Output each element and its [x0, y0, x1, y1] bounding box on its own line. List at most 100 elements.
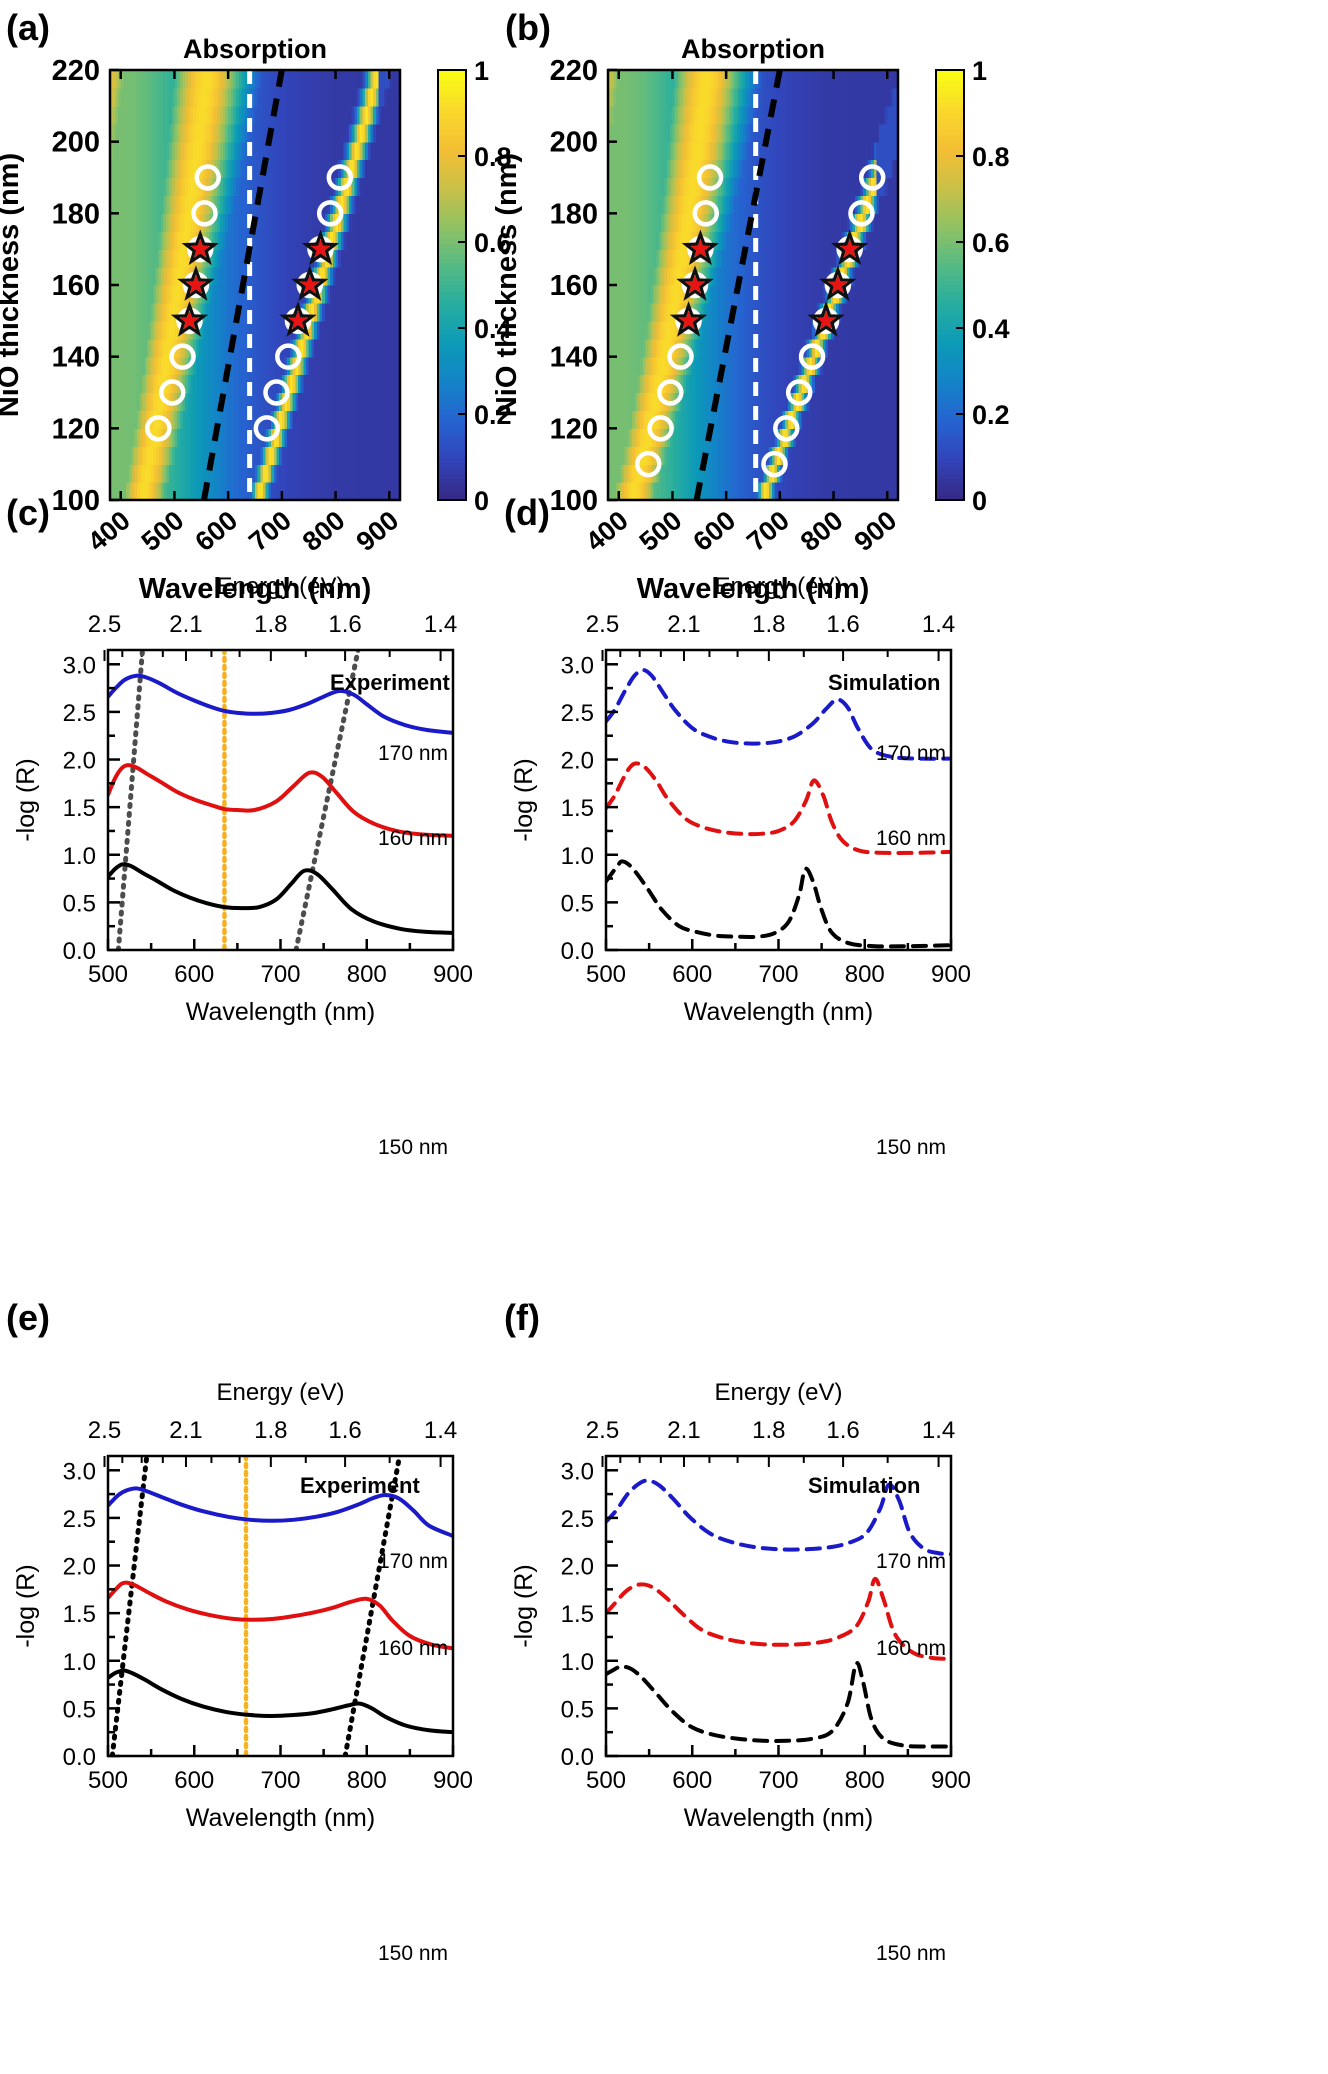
panel-b-star-marker: [840, 239, 860, 258]
panel-d-topticklabel: 1.4: [922, 611, 955, 638]
panel-b-cbticklabel: 1: [972, 56, 987, 86]
panel-b-colorbar: 0 0.2 0.4 0.6 0.8 1: [935, 56, 1010, 516]
panel-e-curve: [108, 1486, 453, 1538]
panel-a-circle-marker: [263, 379, 290, 406]
panel-f-yticklabel: 0.5: [561, 1696, 594, 1723]
panel-a-star-outline: [301, 229, 340, 266]
panel-e-label: (e): [6, 1297, 50, 1338]
panel-d-topticklabel: 2.1: [667, 611, 700, 638]
panel-e-curve: [108, 1580, 453, 1651]
panel-d-frame: [604, 648, 953, 952]
panel-b-yticklabel: 180: [550, 198, 598, 230]
panel-b-yticklabel: 200: [550, 127, 598, 159]
panel-b-star-outline: [681, 229, 720, 266]
panel-b-cbticklabel: 0: [972, 486, 987, 516]
panel-a-xticklabel: 600: [189, 505, 243, 557]
panel-a-star-outline: [291, 265, 329, 301]
panel-a-yticklabel: 120: [52, 413, 100, 445]
panel-c-xticklabel: 900: [433, 961, 473, 988]
panel-f-xticklabel: 600: [672, 1767, 712, 1794]
panel-c-guide-line: [115, 650, 145, 950]
panel-d: Energy (eV) 2.5 2.1 1.8 1.6 1.4 500 600 700 800 90…: [510, 573, 971, 1159]
panel-b-cbticklabel: 0.6: [972, 228, 1010, 258]
panel-f-label: (f): [504, 1297, 540, 1338]
panel-f-topticklabel: 1.6: [826, 1417, 859, 1444]
panel-e-yticklabel: 3.0: [63, 1458, 96, 1485]
panel-e-annotation: Experiment: [300, 1473, 420, 1498]
panel-a-black-dashed-line: [201, 70, 285, 500]
panel-f-yticklabel: 2.0: [561, 1554, 594, 1581]
panel-b-star-marker: [816, 310, 836, 329]
panel-c-yticklabel: 1.0: [63, 843, 96, 870]
panel-b-star-outline: [807, 301, 845, 337]
panel-e: Energy (eV) 2.5 2.1 1.8 1.6 1.4 500 600 700 800 90…: [12, 1379, 473, 1965]
panel-a-star-marker: [300, 275, 320, 294]
panel-e-topticklabel: 1.6: [328, 1417, 361, 1444]
panel-e-xticklabel: 900: [433, 1767, 473, 1794]
panel-c-xlabel: Wavelength (nm): [186, 998, 375, 1026]
panel-a-yticklabel: 220: [52, 55, 100, 87]
panel-b-star-outline: [669, 301, 708, 337]
panel-b-circle-marker: [635, 450, 662, 478]
panel-c-yticklabel: 2.0: [63, 748, 96, 775]
panel-b-circle-marker: [667, 343, 694, 370]
panel-a-xlabel: Wavelength (nm): [139, 573, 372, 605]
panel-b-star-marker: [685, 275, 705, 294]
panel-a-star-outline: [170, 301, 209, 337]
panel-e-xlabel: Wavelength (nm): [186, 1804, 375, 1832]
panel-c-yticklabel: 0.0: [63, 938, 96, 965]
panel-e-xticklabel: 700: [260, 1767, 300, 1794]
panel-d-xlabel: Wavelength (nm): [684, 998, 873, 1026]
panel-b-xticklabel: 700: [741, 505, 795, 557]
panel-c-curve-label: 170 nm: [378, 742, 448, 765]
panel-e-curve-label: 170 nm: [378, 1550, 448, 1573]
panel-b-yticklabel: 160: [550, 270, 598, 302]
panel-a-circle-marker: [169, 343, 196, 370]
panel-d-yticklabel: 1.0: [561, 843, 594, 870]
panel-c-xticklabel: 500: [88, 961, 128, 988]
panel-c-topticklabel: 2.5: [88, 611, 121, 638]
panel-c-plotarea: [108, 650, 453, 950]
panel-b-colorbar-frame: [935, 69, 965, 501]
panel-a-yticklabel: 100: [52, 485, 100, 517]
panel-a-circle-marker: [194, 164, 221, 191]
panel-d-plotarea: [606, 668, 951, 949]
panel-d-curve-label: 150 nm: [876, 1136, 946, 1159]
panel-b: 400 500 600 700 800 900100120140160180200220W…: [491, 55, 1010, 605]
panel-f-xticklabel: 500: [586, 1767, 626, 1794]
panel-f-xticklabel: 700: [758, 1767, 798, 1794]
panel-e-ylabel: -log (R): [12, 1564, 40, 1647]
panel-d-yticklabel: 1.5: [561, 795, 594, 822]
panel-a-colorbar: 0 0.2 0.4 0.6 0.8 1: [437, 56, 512, 516]
panel-b-yticklabel: 100: [550, 485, 598, 517]
panel-a-circle-marker: [159, 379, 186, 406]
panel-d-yticklabel: 2.5: [561, 700, 594, 727]
panel-e-xticklabel: 500: [88, 1767, 128, 1794]
panel-d-curve-label: 160 nm: [876, 827, 946, 850]
panel-f-curve: [606, 1576, 951, 1661]
panel-a-yticklabel: 200: [52, 127, 100, 159]
panel-c-curve: [108, 862, 453, 935]
panel-b-xticklabel: 600: [687, 505, 741, 557]
panel-e-yticklabel: 0.5: [63, 1696, 96, 1723]
panel-b-circle-marker: [696, 164, 724, 191]
panel-f-curve-label: 150 nm: [876, 1942, 946, 1965]
panel-a-colorbar-frame: [437, 69, 467, 501]
panel-d-xticklabel: 500: [586, 961, 626, 988]
panel-a-star-marker: [190, 239, 210, 258]
panel-f-topticklabel: 2.5: [586, 1417, 619, 1444]
panel-b-yticklabel: 120: [550, 413, 598, 445]
panel-c-topticklabel: 1.4: [424, 611, 457, 638]
panel-f-curve-label: 160 nm: [876, 1637, 946, 1660]
panel-c-curve-label: 160 nm: [378, 827, 448, 850]
panel-a-star-marker: [186, 275, 206, 294]
panel-f-top-axis-label: Energy (eV): [714, 1379, 842, 1406]
panel-c-label: (c): [6, 492, 50, 533]
panel-a-cbticklabel: 0.6: [474, 228, 512, 258]
panel-e-xticklabel: 800: [347, 1767, 387, 1794]
panel-b-xlabel: Wavelength (nm): [637, 573, 870, 605]
panel-a-cbticklabel: 1: [474, 56, 489, 86]
panel-d-top-axis-label: Energy (eV): [714, 573, 842, 600]
panel-a-star-marker: [288, 310, 308, 329]
